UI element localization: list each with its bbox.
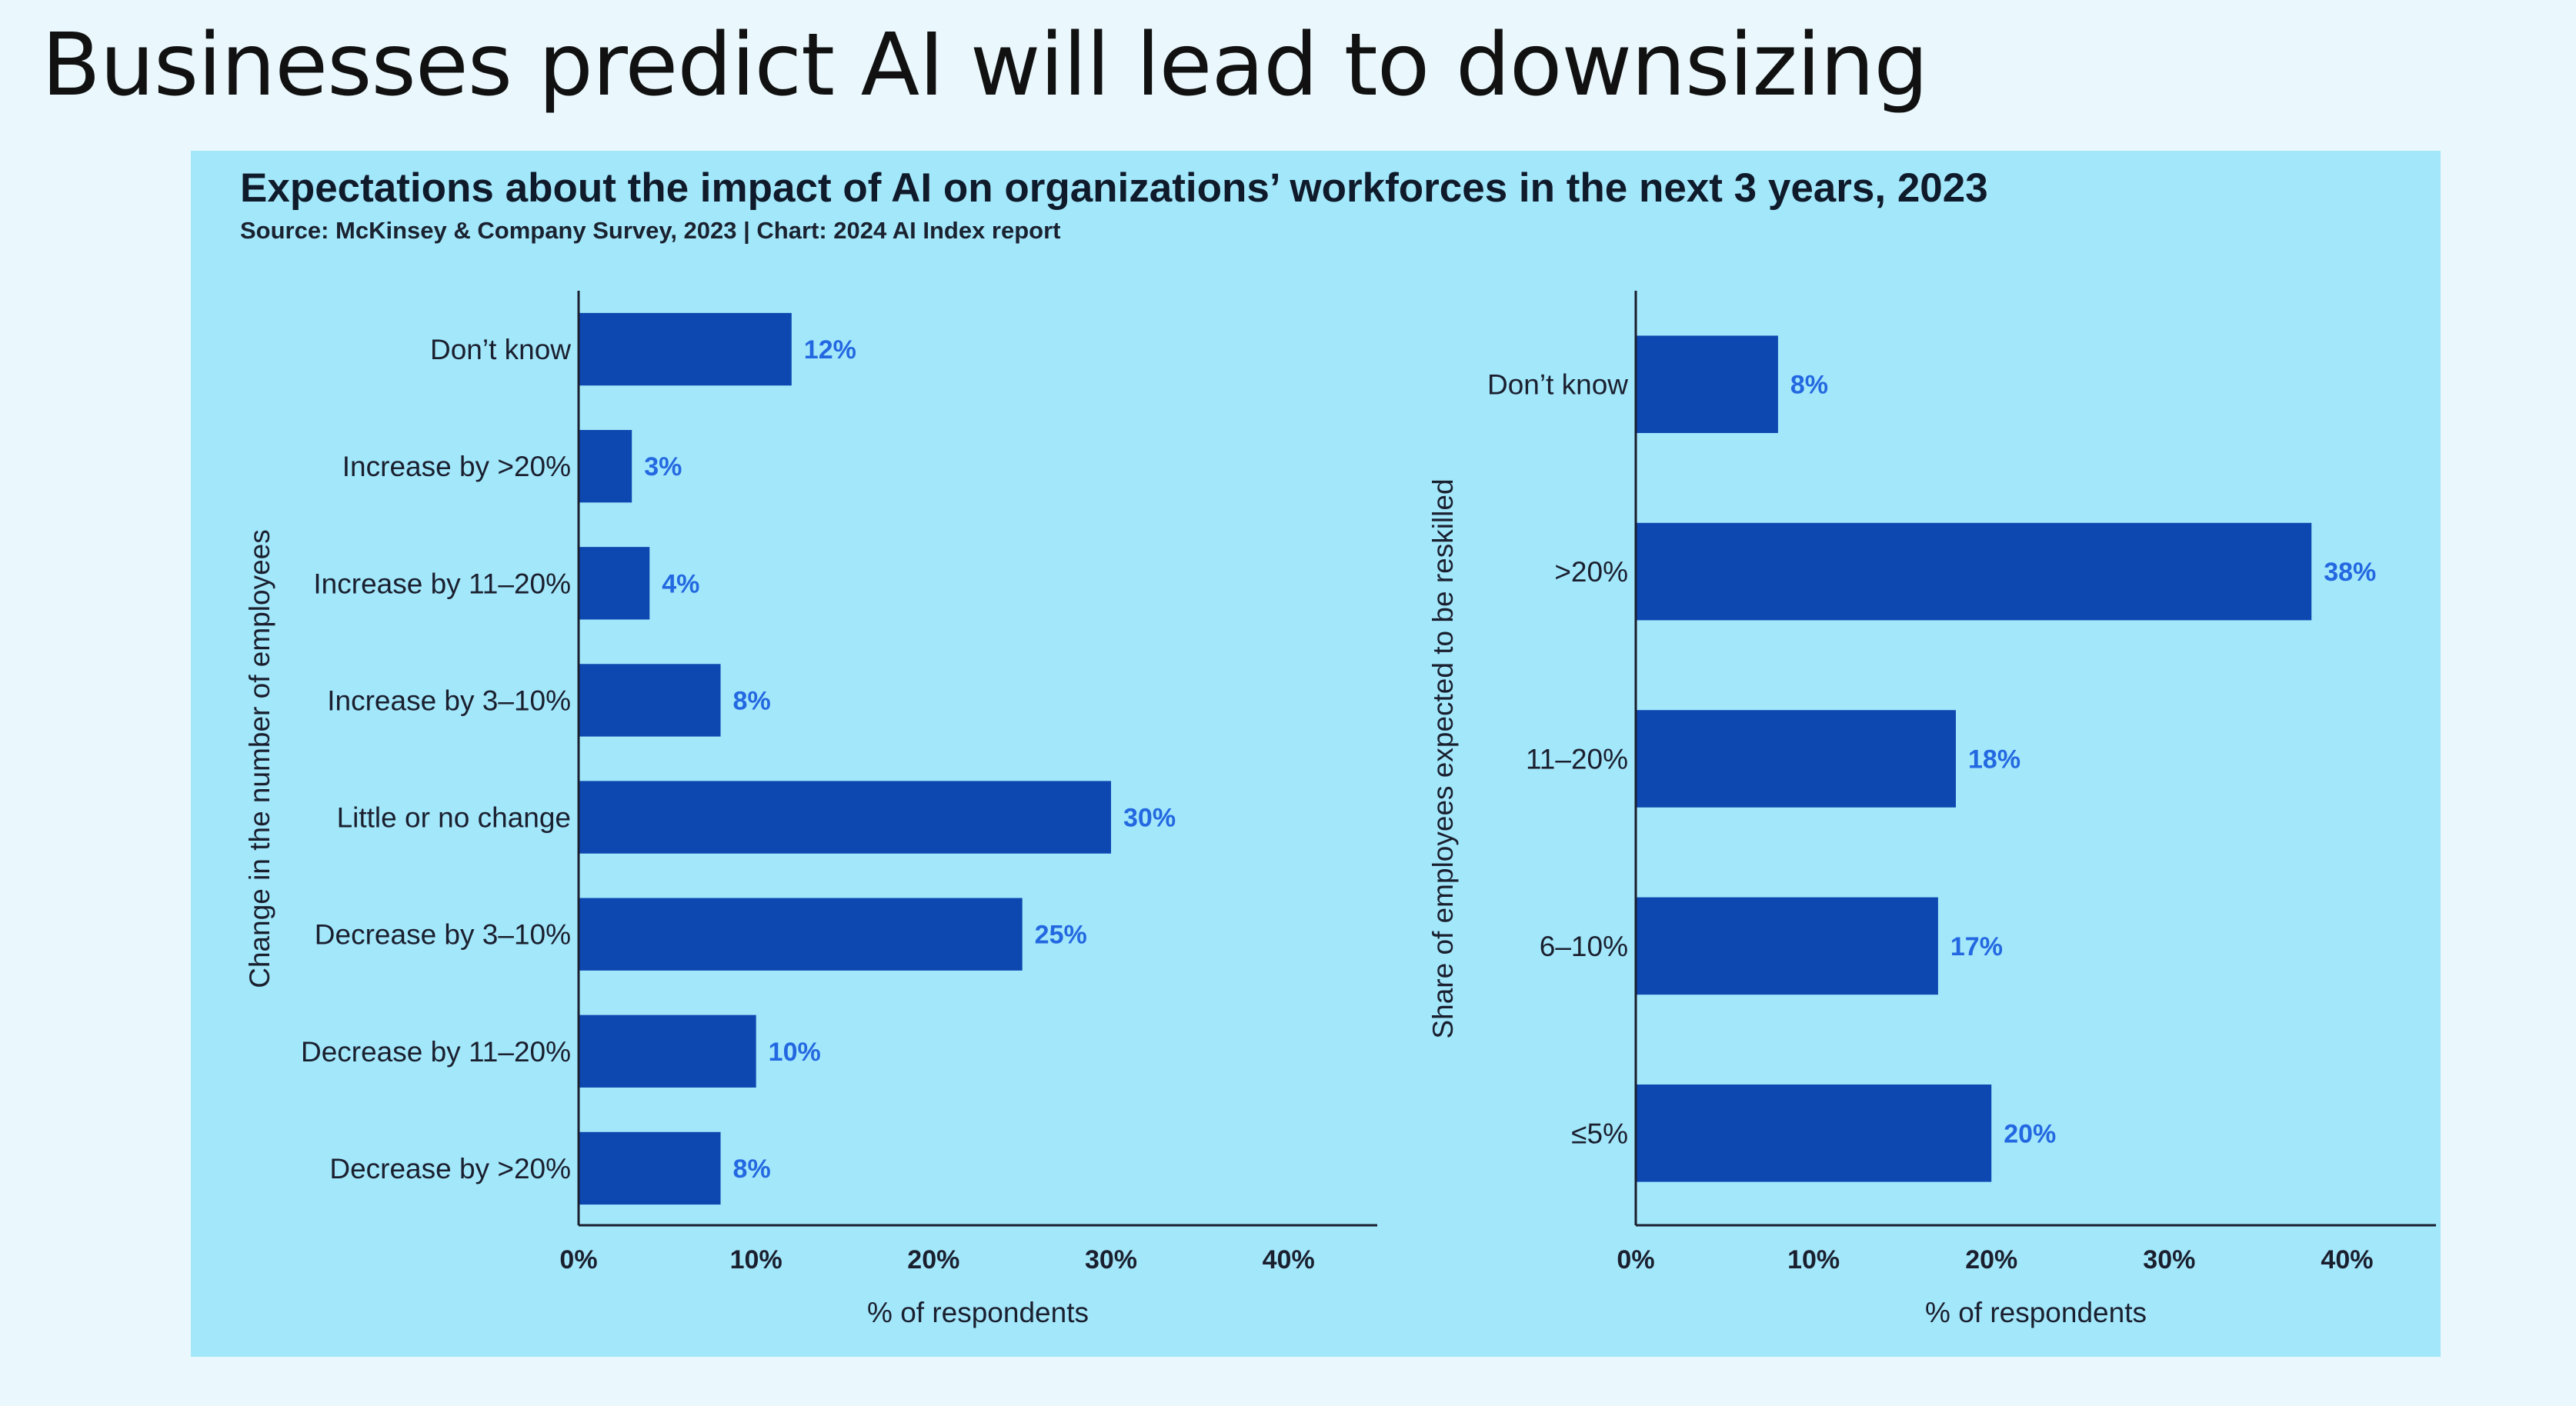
bar-1-0 [1636, 335, 1778, 433]
category-label: >20% [1554, 556, 1628, 588]
value-label: 4% [662, 569, 699, 598]
x-axis-title: % of respondents [867, 1297, 1089, 1328]
chart-source: Source: McKinsey & Company Survey, 2023 … [240, 217, 1061, 244]
category-label: Don’t know [430, 334, 571, 365]
employee-change-chart: Don’t know 12% Increase by >20% 3% Increase … [244, 291, 1377, 1328]
reskilling-share-chart: Don’t know 8% >20% 38% 11–20% 18% 6–10% 17% ≤5% 2… [1427, 291, 2436, 1328]
slide-title: Businesses predict AI will lead to downs… [42, 15, 1928, 115]
x-tick-label: 30% [2143, 1245, 2195, 1274]
category-label: Little or no change [337, 802, 571, 834]
bar-1-1 [1636, 522, 2312, 621]
value-label: 8% [733, 686, 771, 715]
value-label: 17% [1950, 932, 2003, 961]
value-label: 30% [1123, 804, 1176, 833]
bar-0-5 [579, 898, 1023, 971]
x-tick-label: 30% [1085, 1245, 1137, 1274]
bar-0-0 [579, 312, 792, 386]
category-label: Increase by >20% [342, 451, 571, 482]
category-label: Decrease by 11–20% [301, 1036, 571, 1068]
value-label: 8% [733, 1154, 771, 1184]
value-label: 12% [804, 335, 856, 365]
chart-panel [191, 151, 2441, 1357]
y-axis-title: Change in the number of employees [244, 529, 275, 988]
chart-title: Expectations about the impact of AI on o… [240, 165, 1988, 211]
category-label: Don’t know [1487, 369, 1628, 401]
value-label: 8% [1790, 371, 1828, 400]
value-label: 20% [2004, 1119, 2056, 1148]
x-tick-label: 20% [907, 1245, 959, 1274]
bar-1-4 [1636, 1084, 1992, 1182]
x-tick-label: 20% [1965, 1245, 2017, 1274]
x-tick-label: 0% [1617, 1245, 1654, 1274]
bar-0-2 [579, 547, 650, 620]
value-label: 18% [1968, 745, 2020, 775]
x-tick-label: 40% [1263, 1245, 1315, 1274]
bar-1-3 [1636, 897, 1938, 995]
category-label: 6–10% [1540, 931, 1628, 962]
category-label: Decrease by 3–10% [315, 919, 571, 951]
bar-0-7 [579, 1131, 721, 1205]
bar-1-2 [1636, 710, 1956, 808]
value-label: 10% [769, 1038, 821, 1067]
category-label: Increase by 11–20% [313, 568, 571, 599]
x-axis-title: % of respondents [1925, 1297, 2147, 1328]
value-label: 25% [1035, 921, 1087, 950]
x-tick-label: 40% [2321, 1245, 2373, 1274]
category-label: ≤5% [1571, 1118, 1628, 1149]
value-label: 3% [644, 452, 682, 481]
category-label: 11–20% [1526, 744, 1628, 775]
bar-0-4 [579, 781, 1111, 854]
category-label: Increase by 3–10% [327, 685, 571, 716]
y-axis-title: Share of employees expected to be reskil… [1427, 478, 1459, 1038]
value-label: 38% [2324, 558, 2376, 587]
bar-0-3 [579, 664, 721, 737]
x-tick-label: 10% [1787, 1245, 1840, 1274]
bar-0-6 [579, 1015, 756, 1088]
x-tick-label: 0% [559, 1245, 597, 1274]
category-label: Decrease by >20% [329, 1153, 571, 1184]
x-tick-label: 10% [730, 1245, 782, 1274]
bar-0-1 [579, 430, 632, 503]
